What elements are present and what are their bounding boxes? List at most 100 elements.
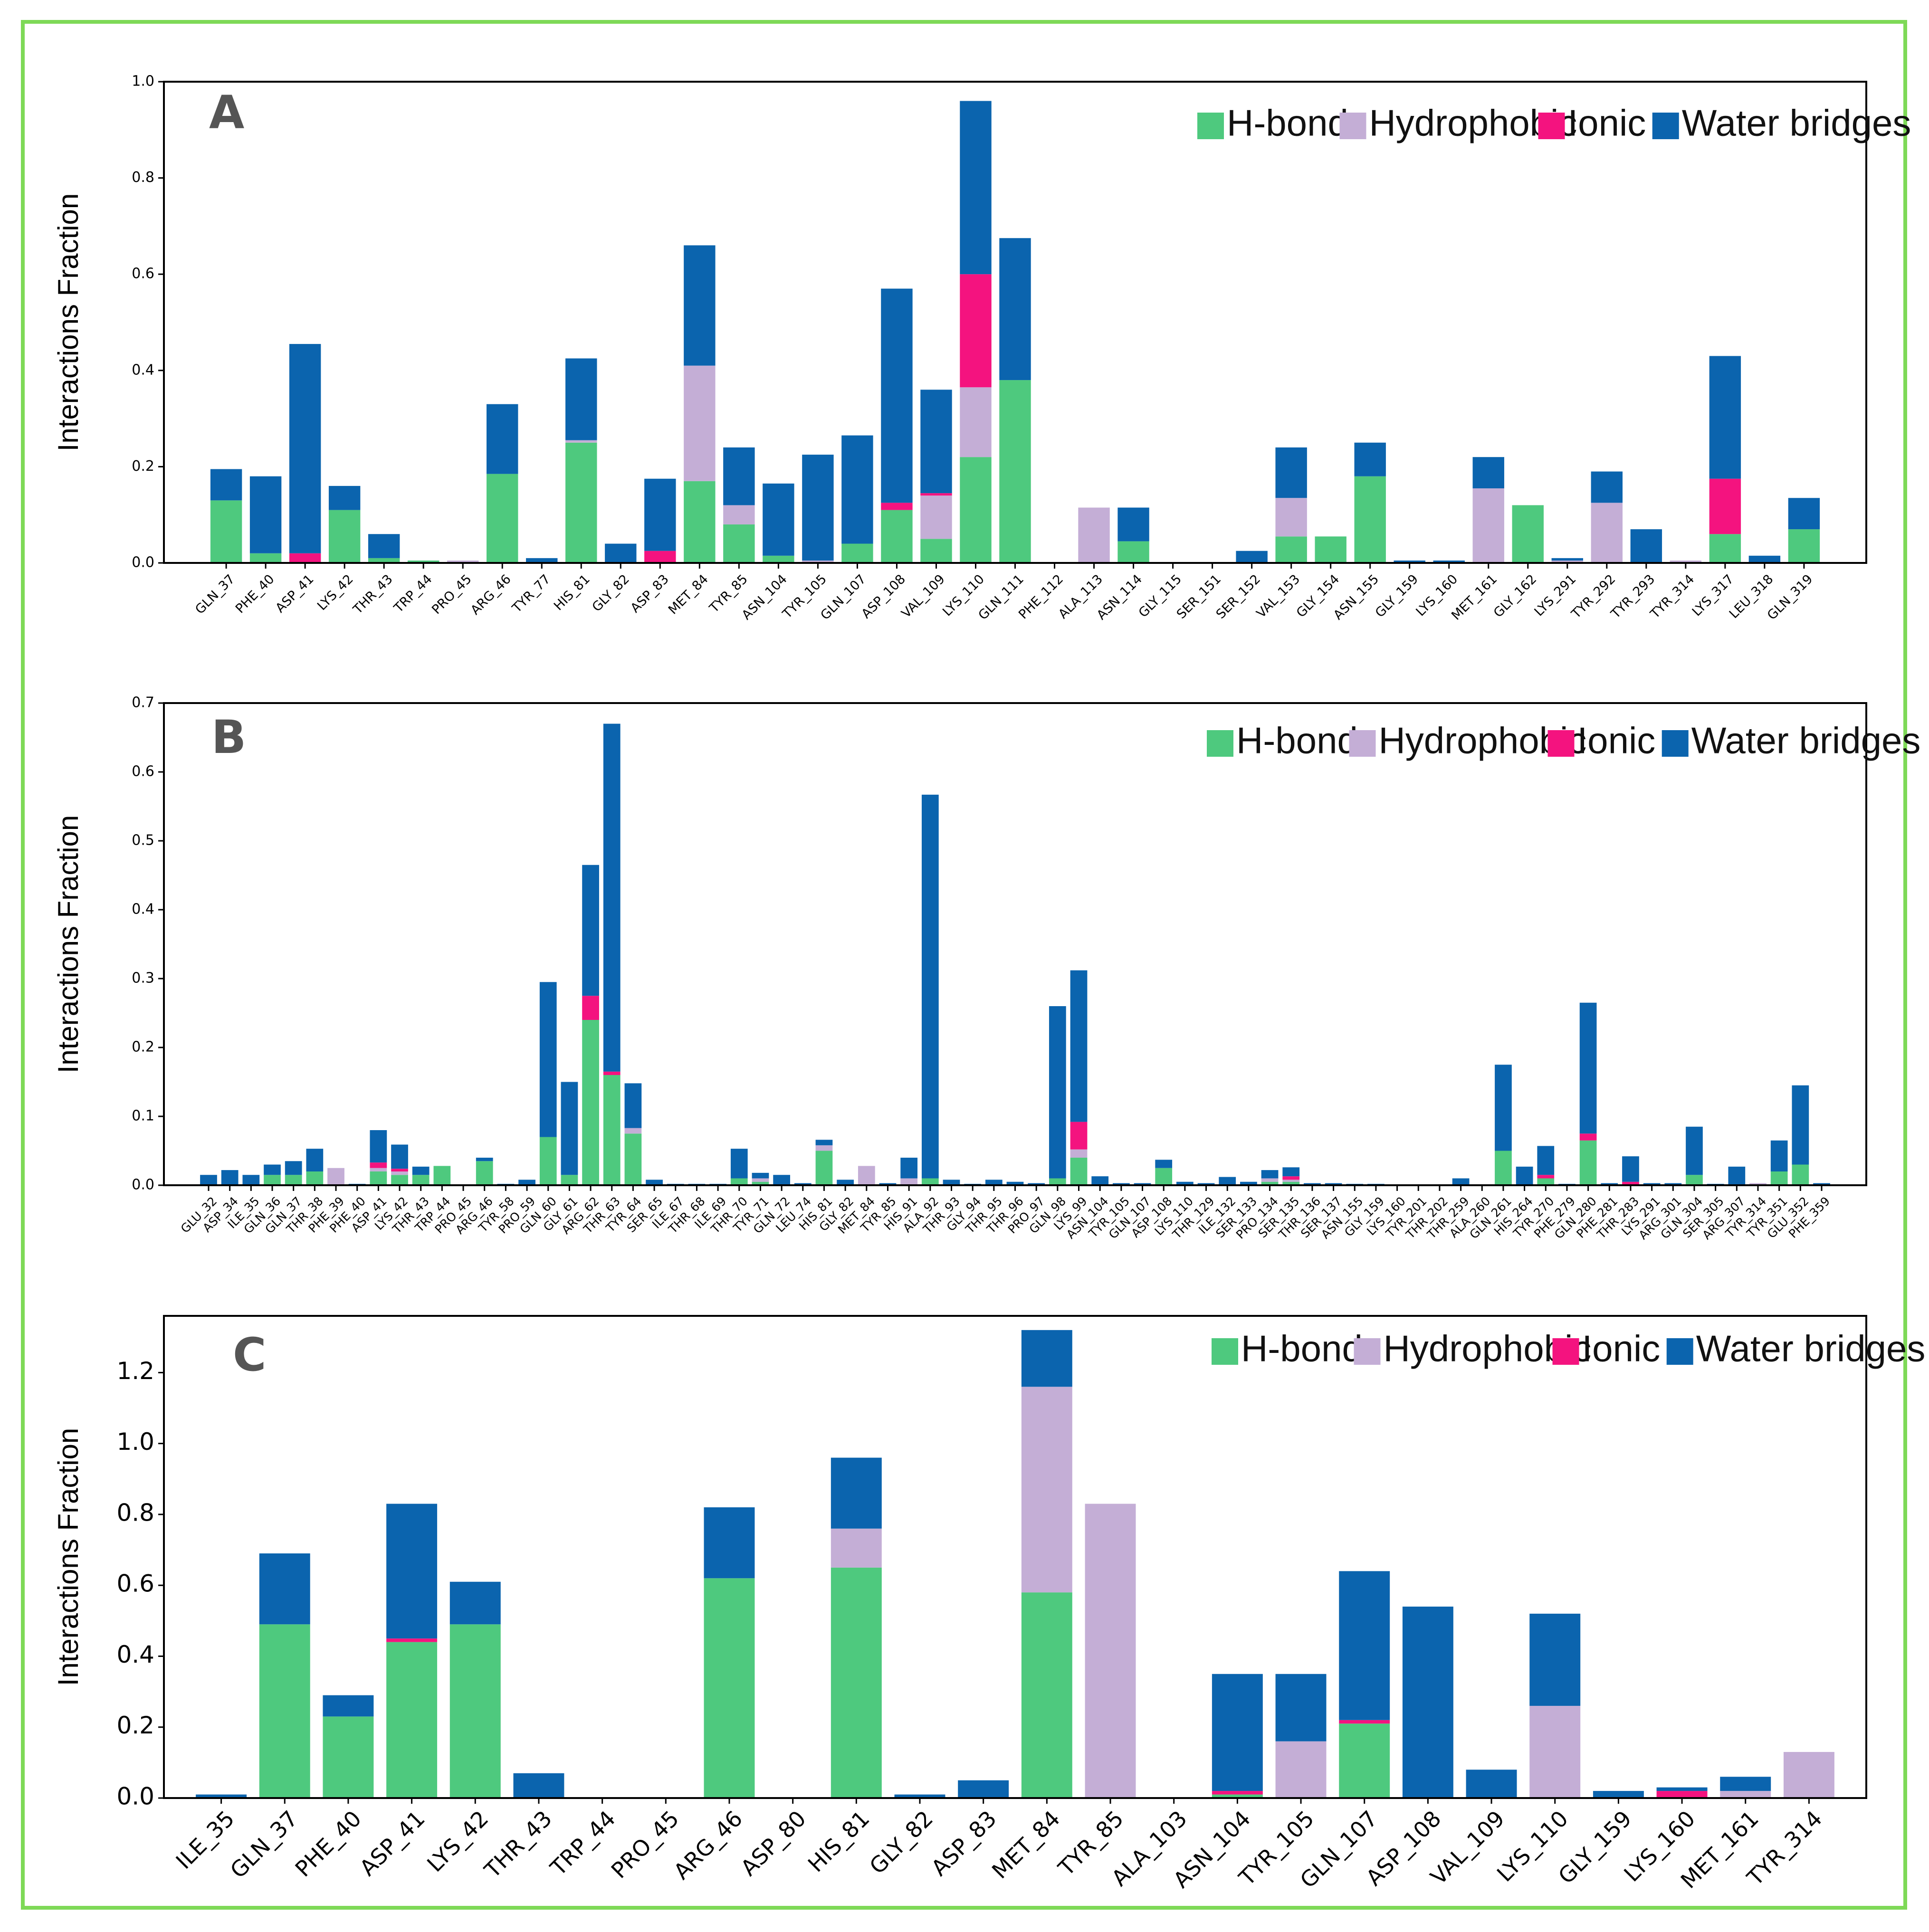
bar-TYR_292-hydrophobic <box>1591 503 1623 563</box>
bar-LYS_99-water-bridges <box>1070 970 1088 1122</box>
bar-THR_43-water-bridges <box>412 1166 430 1175</box>
bar-LYS_99-ionic <box>1070 1122 1088 1150</box>
bar-TYR_64-water-bridges <box>624 1083 642 1128</box>
bar-GLN_107-water-bridges <box>1134 1183 1151 1185</box>
bar-TYR_71-hydrophobic <box>752 1178 769 1182</box>
bar-VAL_153-water-bridges <box>1275 447 1307 498</box>
y-tick-label: 0.4 <box>132 362 154 378</box>
y-tick-label: 0.6 <box>132 763 154 780</box>
bar-SER_152-water-bridges <box>1236 551 1268 563</box>
bar-GLY_61-h-bonds <box>561 1175 578 1185</box>
bar-TYR_314-hydrophobic <box>1783 1751 1834 1798</box>
bar-TYR_71-h-bonds <box>752 1181 769 1185</box>
bar-THR_95-water-bridges <box>985 1180 1003 1185</box>
bar-TYR_64-h-bonds <box>624 1133 642 1185</box>
bar-ASP_41-ionic <box>370 1162 387 1168</box>
bar-ASN_155-water-bridges <box>1354 442 1386 476</box>
bar-GLN_36-h-bonds <box>264 1175 281 1185</box>
bar-ARG_301-water-bridges <box>1664 1183 1682 1185</box>
legend-swatch-water-bridges <box>1662 730 1689 757</box>
bar-GLN_107-water-bridges <box>1339 1571 1390 1720</box>
bar-ARG_46-water-bridges <box>476 1158 493 1161</box>
bar-VAL_109-hydrophobic <box>920 495 952 539</box>
legend-swatch-ionic <box>1538 113 1565 139</box>
y-tick-label: 1.2 <box>116 1357 154 1385</box>
bar-MET_161-water-bridges <box>1720 1777 1771 1791</box>
bar-ASP_83-water-bridges <box>644 478 676 551</box>
bar-HIS_81-hydrophobic <box>565 440 597 443</box>
bar-THR_70-h-bonds <box>730 1178 748 1185</box>
bar-TYR_270-water-bridges <box>1537 1146 1555 1175</box>
bar-HIS_81-water-bridges <box>565 358 597 440</box>
bar-MET_84-water-bridges <box>684 245 716 366</box>
bar-GLY_159-water-bridges <box>1593 1791 1644 1798</box>
legend-swatch-ionic <box>1552 1338 1579 1365</box>
bar-LYS_110-ionic <box>960 274 992 388</box>
bar-ASN_104-water-bridges <box>1091 1176 1109 1185</box>
bar-SER_135-ionic <box>1282 1176 1300 1180</box>
bar-ASP_41-ionic <box>386 1638 438 1642</box>
bar-GLN_37-h-bonds <box>259 1624 310 1798</box>
bar-THR_283-water-bridges <box>1622 1156 1639 1182</box>
bar-ARG_46-h-bonds <box>487 474 518 563</box>
bar-THR_136-water-bridges <box>1304 1183 1321 1185</box>
bar-PHE_40-h-bonds <box>249 553 282 563</box>
bar-MET_84-hydrophobic <box>684 365 716 481</box>
bar-GLN_304-water-bridges <box>1686 1126 1703 1175</box>
bar-GLN_37-water-bridges <box>210 469 242 501</box>
bar-GLY_154-h-bonds <box>1315 536 1346 563</box>
y-tick-label: 0.0 <box>132 554 154 571</box>
bar-LYS_110-water-bridges <box>1176 1181 1194 1185</box>
bar-MET_161-hydrophobic <box>1472 488 1504 563</box>
panel-label: B <box>211 711 246 764</box>
bar-GLN_280-ionic <box>1579 1133 1597 1141</box>
bar-MET_84-water-bridges <box>1021 1330 1072 1387</box>
legend-swatch-hydrophobic <box>1349 730 1376 757</box>
legend-label: Water bridges <box>1682 102 1911 144</box>
bar-ARG_62-h-bonds <box>582 1020 599 1185</box>
bar-VAL_109-water-bridges <box>1466 1770 1517 1798</box>
legend-label: Water bridges <box>1696 1328 1926 1370</box>
y-axis-label: Interactions Fraction <box>52 815 84 1074</box>
legend-swatch-h-bonds <box>1207 730 1233 757</box>
bar-MET_161-hydrophobic <box>1720 1791 1771 1798</box>
bar-LYS_42-water-bridges <box>449 1581 501 1625</box>
bar-LYS_317-water-bridges <box>1709 356 1741 479</box>
bar-MET_84-h-bonds <box>1021 1592 1072 1798</box>
bar-HIS_81-h-bonds <box>831 1567 882 1798</box>
bar-VAL_109-water-bridges <box>920 390 952 494</box>
bar-LYS_99-hydrophobic <box>1070 1149 1088 1158</box>
bar-LYS_42-ionic <box>391 1169 408 1171</box>
bar-GLN_261-water-bridges <box>1495 1065 1512 1151</box>
y-tick-label: 0.5 <box>132 832 154 849</box>
bar-LYS_291-water-bridges <box>1643 1183 1661 1185</box>
bar-GLN_107-ionic <box>1339 1720 1390 1724</box>
bar-ALA_92-h-bonds <box>921 1178 939 1185</box>
bar-GLY_82-water-bridges <box>605 543 637 563</box>
bar-THR_38-water-bridges <box>306 1149 324 1171</box>
bar-LYS_110-water-bridges <box>960 101 992 275</box>
bar-VAL_109-ionic <box>920 493 952 496</box>
bar-HIS_91-water-bridges <box>900 1158 918 1179</box>
bar-THR_43-h-bonds <box>412 1175 430 1185</box>
bar-THR_93-water-bridges <box>943 1180 960 1185</box>
bar-GLY_159-water-bridges <box>1394 560 1425 563</box>
legend-swatch-hydrophobic <box>1354 1338 1381 1365</box>
y-tick-label: 1.0 <box>116 1428 154 1456</box>
y-tick-label: 0.0 <box>116 1783 154 1810</box>
bar-PHE_359-water-bridges <box>1813 1183 1830 1185</box>
bar-ARG_46-water-bridges <box>704 1507 755 1579</box>
y-axis-label: Interactions Fraction <box>52 1428 84 1686</box>
y-tick-label: 0.6 <box>132 266 154 282</box>
bar-LYS_42-h-bonds <box>328 510 361 563</box>
bar-MET_84-hydrophobic <box>1021 1387 1072 1593</box>
bar-ALA_92-water-bridges <box>921 794 939 1179</box>
bar-GLY_82-water-bridges <box>837 1180 854 1185</box>
bar-ASP_108-h-bonds <box>1155 1168 1173 1185</box>
bar-LYS_42-water-bridges <box>328 485 361 510</box>
bar-VAL_109-h-bonds <box>920 539 952 563</box>
bar-VAL_153-h-bonds <box>1275 536 1307 563</box>
bar-SER_133-water-bridges <box>1240 1181 1257 1185</box>
bar-HIS_81-hydrophobic <box>831 1528 882 1568</box>
